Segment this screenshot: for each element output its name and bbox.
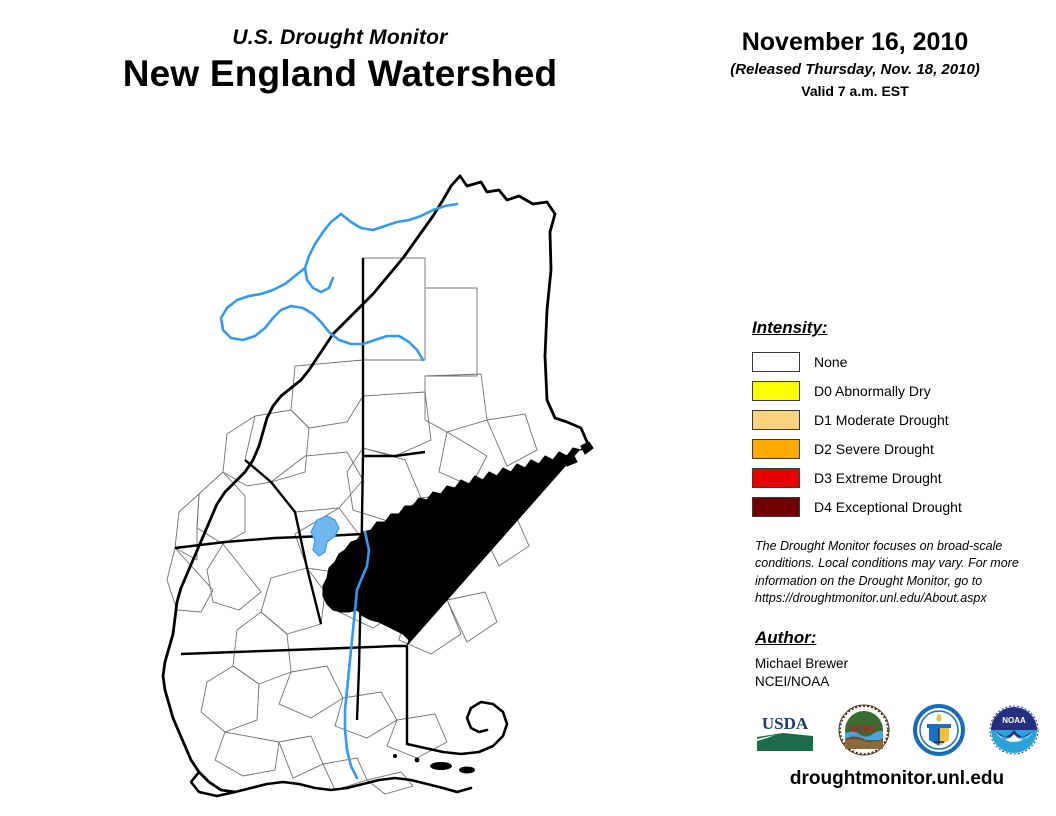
- legend-swatch-d3: [752, 467, 800, 488]
- ndmc-logo[interactable]: NDMC: [838, 704, 890, 761]
- author-heading: Author:: [755, 628, 817, 647]
- legend-swatch-d1: [752, 409, 800, 430]
- author-block: Author: Michael Brewer NCEI/NOAA: [755, 628, 1035, 691]
- lake-winnipesaukee: [310, 515, 340, 557]
- legend-item-d0[interactable]: D0 Abnormally Dry: [752, 376, 1042, 405]
- legend-item-none[interactable]: None: [752, 347, 1042, 376]
- usda-ars-seal[interactable]: [913, 703, 965, 761]
- header-right: November 16, 2010 (Released Thursday, No…: [690, 28, 1020, 99]
- legend-panel: Intensity: None D0 Abnormally Dry D1 Mod…: [752, 318, 1042, 521]
- map-container: [95, 160, 715, 800]
- new-england-watershed-map: [161, 174, 594, 798]
- legend-item-d3[interactable]: D3 Extreme Drought: [752, 463, 1042, 492]
- legend-swatch-d2: [752, 438, 800, 459]
- author-name: Michael Brewer: [755, 656, 849, 671]
- noaa-logo[interactable]: NOAA: [988, 704, 1040, 761]
- map-fill-layer: [163, 176, 587, 792]
- legend-title: Intensity:: [752, 318, 828, 337]
- upper-st-john: [303, 212, 343, 294]
- coastline-detail: [322, 441, 594, 647]
- map-date: November 16, 2010: [741, 28, 969, 56]
- legend-label-none: None: [814, 353, 848, 370]
- st-john-river: [339, 202, 459, 232]
- legend-item-d2[interactable]: D2 Severe Drought: [752, 434, 1042, 463]
- page-title: New England Watershed: [122, 53, 558, 95]
- rivers-layer: [219, 202, 459, 780]
- legend-swatch-none: [752, 351, 800, 372]
- legend-item-d1[interactable]: D1 Moderate Drought: [752, 405, 1042, 434]
- offshore-islands: [393, 754, 475, 774]
- header-subtitle: U.S. Drought Monitor: [232, 26, 448, 49]
- release-date: (Released Thursday, Nov. 18, 2010): [730, 60, 980, 78]
- header-left: U.S. Drought Monitor New England Watersh…: [30, 26, 650, 95]
- legend-label-d2: D2 Severe Drought: [814, 440, 934, 457]
- legend-swatch-d0: [752, 380, 800, 401]
- valid-time: Valid 7 a.m. EST: [801, 82, 909, 99]
- disclaimer-text: The Drought Monitor focuses on broad-sca…: [755, 539, 1019, 605]
- website-url[interactable]: droughtmonitor.unl.edu: [789, 768, 1005, 789]
- cape-cod-and-islands: [189, 700, 509, 798]
- legend-swatch-d4: [752, 496, 800, 517]
- author-affiliation: NCEI/NOAA: [755, 674, 830, 690]
- legend-label-d4: D4 Exceptional Drought: [814, 498, 962, 515]
- legend-label-d3: D3 Extreme Drought: [814, 469, 942, 486]
- svg-text:USDA: USDA: [762, 714, 809, 733]
- usda-logo[interactable]: USDA: [755, 706, 815, 758]
- agency-logos: USDA NDMC: [755, 703, 1040, 761]
- svg-text:NDMC: NDMC: [850, 724, 879, 735]
- river-tributary: [355, 530, 371, 592]
- connecticut-river: [343, 588, 359, 780]
- penobscot-river: [219, 266, 425, 362]
- legend-item-d4[interactable]: D4 Exceptional Drought: [752, 492, 1042, 521]
- watershed-landmass: [163, 176, 587, 792]
- legend-label-d1: D1 Moderate Drought: [814, 411, 949, 428]
- legend-label-d0: D0 Abnormally Dry: [814, 382, 931, 399]
- watershed-outline: [161, 174, 589, 794]
- noaa-logo-text: NOAA: [1002, 716, 1026, 725]
